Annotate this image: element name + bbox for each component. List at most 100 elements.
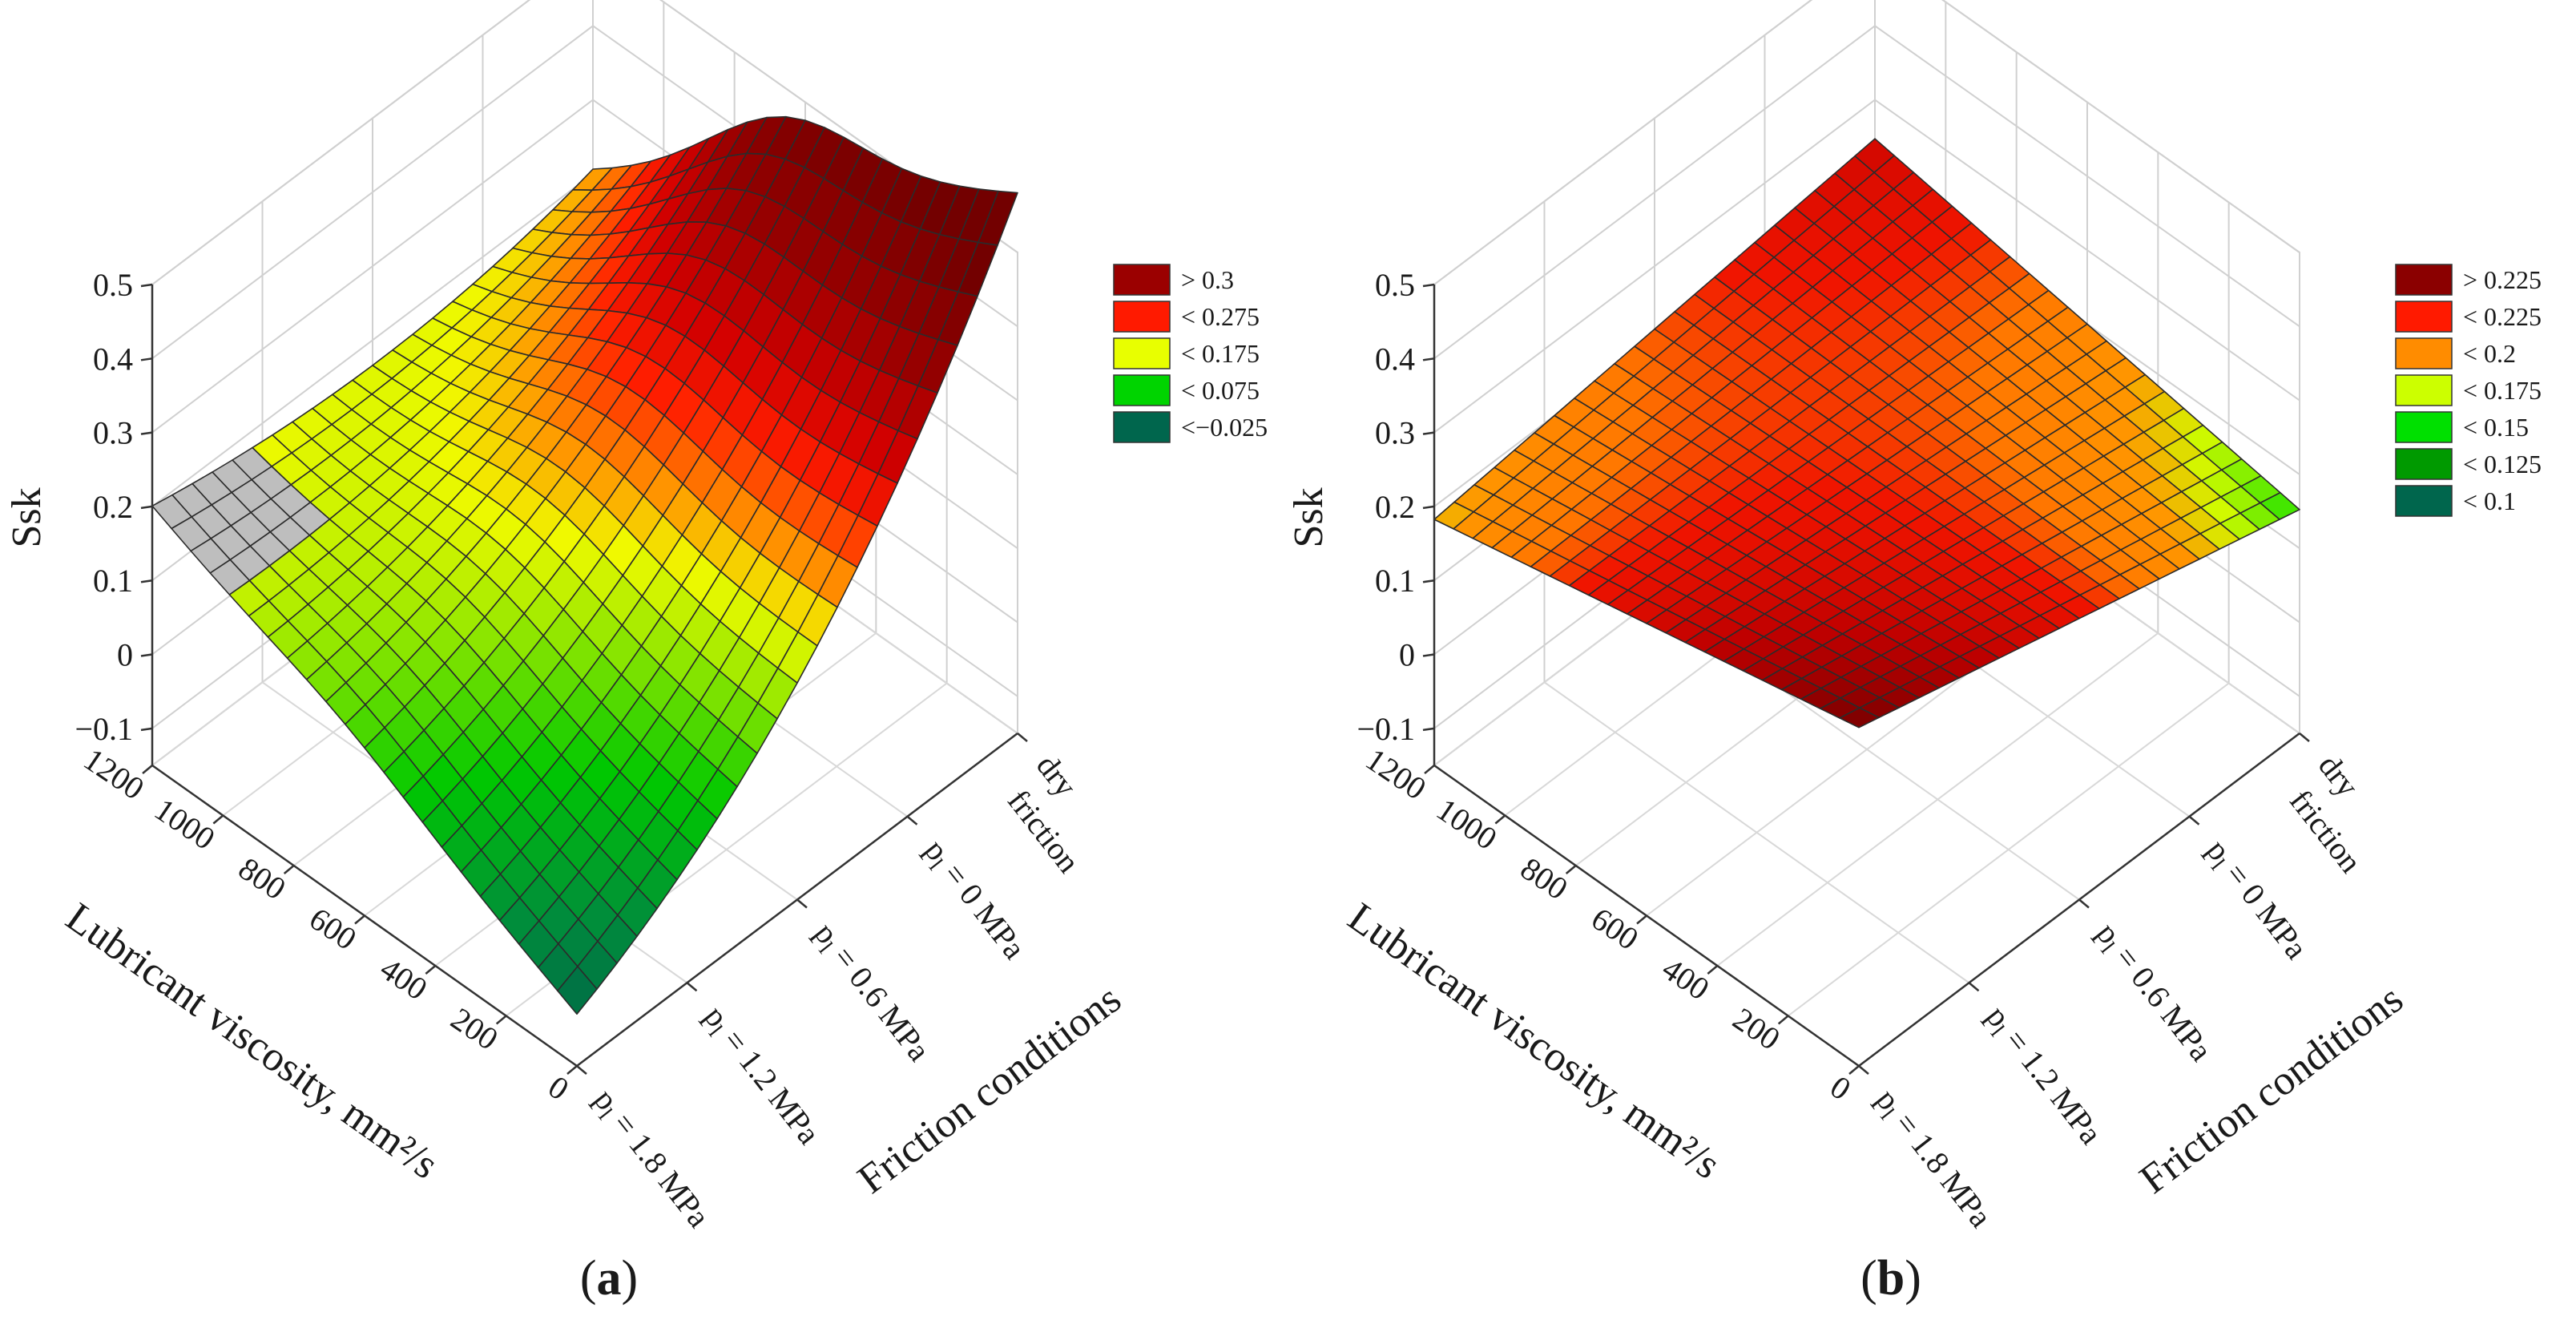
x-tick <box>1777 1015 1789 1025</box>
x-tick <box>1636 914 1647 925</box>
z-tick <box>1422 653 1435 657</box>
z-tick-label: −0.1 <box>1357 711 1415 747</box>
y-tick-label: pl = 1.2 MPa <box>1976 999 2110 1154</box>
y-tick <box>1017 733 1028 742</box>
x-tick <box>1494 814 1506 825</box>
z-tick <box>140 653 153 657</box>
z-tick-label: 0.4 <box>1375 341 1415 377</box>
z-tick-label: 0.5 <box>93 267 133 303</box>
z-tick <box>1422 431 1435 435</box>
legend-swatch <box>2395 337 2453 369</box>
x-tick-label: 1200 <box>78 741 151 806</box>
y-tick <box>906 815 918 826</box>
legend-swatch <box>2395 485 2453 517</box>
y-tick-label-rest: = 0.6 MPa <box>821 933 937 1068</box>
caption-open: ( <box>580 1251 597 1306</box>
z-tick <box>1422 505 1435 510</box>
y-tick <box>576 1065 587 1075</box>
x-tick <box>1424 765 1435 774</box>
y-tick <box>2188 815 2200 826</box>
surface <box>1433 138 2300 729</box>
x-tick <box>142 765 153 774</box>
x-tick <box>354 914 365 925</box>
legend-swatch <box>2395 411 2453 443</box>
surface-cell <box>557 966 598 1015</box>
caption-open: ( <box>1860 1251 1877 1306</box>
legend-label: < 0.075 <box>1181 376 1260 405</box>
legend: > 0.225 < 0.225 < 0.2 < 0.175 < 0.15 < 0.125 <… <box>2395 264 2542 517</box>
z-axis-label: Ssk <box>1286 487 1332 547</box>
panel-a: 0.50.40.30.20.10−0.1Ssk12001000800600400… <box>4 0 1268 1306</box>
z-tick <box>1422 727 1435 732</box>
z-tick <box>140 357 153 361</box>
x-tick <box>1565 865 1577 874</box>
legend-swatch <box>1113 264 1171 296</box>
legend-swatch <box>1113 337 1171 369</box>
legend: > 0.3 < 0.275 < 0.175 < 0.075 <−0.025 <box>1113 264 1268 443</box>
legend-swatch <box>1113 374 1171 406</box>
y-tick-label-rest: = 0.6 MPa <box>2103 933 2219 1068</box>
legend-swatch <box>1113 411 1171 443</box>
x-tick-label: 1200 <box>1360 741 1433 806</box>
legend-swatch <box>2395 264 2453 296</box>
z-tick <box>1422 283 1435 288</box>
z-tick <box>140 283 153 288</box>
x-tick-label: 0 <box>1824 1068 1857 1107</box>
y-tick <box>796 898 808 909</box>
legend-label: > 0.3 <box>1181 265 1234 294</box>
legend-label: < 0.225 <box>2463 302 2542 331</box>
z-tick-label: 0 <box>117 637 133 673</box>
z-tick <box>1422 579 1435 583</box>
caption-close: ) <box>1905 1251 1921 1306</box>
legend-label: < 0.275 <box>1181 302 1260 331</box>
z-tick <box>1422 357 1435 361</box>
panel-caption: (b) <box>1860 1251 1921 1306</box>
y-tick <box>686 982 698 992</box>
z-tick-label: 0.2 <box>93 489 133 525</box>
legend-label: > 0.225 <box>2463 265 2542 294</box>
legend-label: < 0.125 <box>2463 450 2542 478</box>
y-tick-label-rest: = 1.8 MPa <box>601 1100 717 1234</box>
legend-swatch <box>2395 374 2453 406</box>
z-tick-label: 0.1 <box>93 563 133 599</box>
z-tick <box>140 579 153 583</box>
z-tick-label: 0.2 <box>1375 489 1415 525</box>
y-tick-label-friction: friction <box>2283 783 2369 879</box>
legend-label: <−0.025 <box>1181 413 1268 442</box>
z-tick-label: 0.1 <box>1375 563 1415 599</box>
x-axis-label: Lubricant viscosity, mm²/s <box>1340 894 1728 1189</box>
y-tick-label: pl = 1.8 MPa <box>1865 1082 1999 1237</box>
x-tick-label: 1000 <box>148 791 221 857</box>
z-tick-label: 0.3 <box>1375 415 1415 451</box>
y-tick-label: pl = 0.6 MPa <box>2086 915 2219 1071</box>
z-tick <box>140 727 153 732</box>
x-tick <box>566 1065 578 1075</box>
legend-label: < 0.175 <box>1181 339 1260 368</box>
x-tick <box>425 965 437 975</box>
legend-swatch <box>2395 448 2453 480</box>
axes <box>140 283 1028 1075</box>
legend-label: < 0.15 <box>2463 413 2529 442</box>
legend-label: < 0.1 <box>2463 486 2516 515</box>
z-tick-label: 0.3 <box>93 415 133 451</box>
y-tick-label: pl = 1.2 MPa <box>694 999 828 1154</box>
legend-swatch <box>1113 301 1171 333</box>
floor-gridline <box>1543 681 1970 984</box>
x-tick <box>283 865 295 874</box>
z-tick-label: 0.5 <box>1375 267 1415 303</box>
y-tick-label: pl = 1.8 MPa <box>583 1082 717 1237</box>
y-tick-label-friction: friction <box>1001 783 1087 879</box>
y-tick-label: pl = 0 MPa <box>2196 833 2316 969</box>
y-tick-label-rest: = 1.2 MPa <box>1993 1016 2110 1151</box>
z-axis-label: Ssk <box>4 487 50 547</box>
surface-cell <box>1839 707 1880 729</box>
y-tick-label: pl = 0 MPa <box>914 833 1034 969</box>
y-tick <box>1968 982 1980 992</box>
x-tick <box>1848 1065 1860 1075</box>
surface <box>151 115 1018 1015</box>
x-axis-label: Lubricant viscosity, mm²/s <box>58 894 446 1189</box>
y-tick-label-rest: = 0 MPa <box>2214 850 2316 966</box>
y-tick <box>2078 898 2090 909</box>
legend-label: < 0.175 <box>2463 376 2542 405</box>
